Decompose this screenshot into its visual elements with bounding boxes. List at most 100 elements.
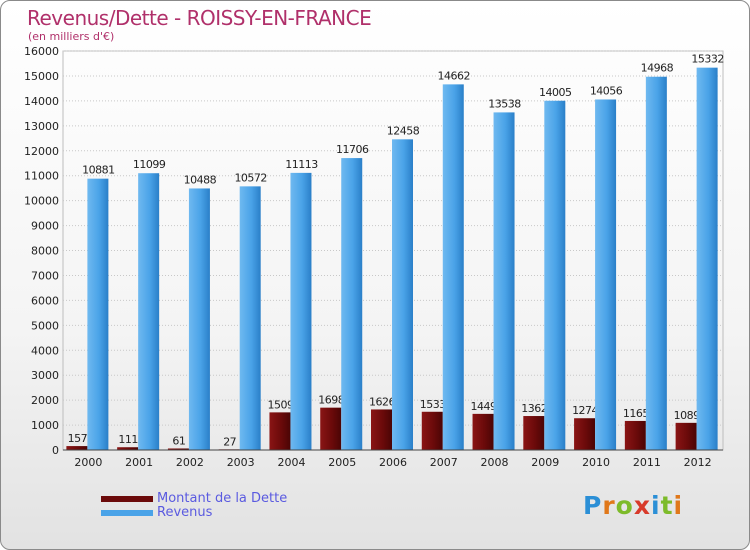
logo-letter: P	[583, 491, 603, 520]
x-tick-label: 2001	[125, 456, 153, 469]
bar-revenus	[341, 158, 363, 451]
bar-revenus	[87, 178, 109, 450]
x-tick-label: 2002	[176, 456, 204, 469]
x-tick-label: 2011	[633, 456, 661, 469]
bar-dette	[269, 412, 291, 450]
bar-revenus	[595, 99, 617, 450]
x-tick-label: 2005	[328, 456, 356, 469]
y-tick-label: 2000	[31, 394, 59, 407]
page-title: Revenus/Dette - ROISSY-EN-FRANCE	[27, 6, 372, 30]
bar-dette	[624, 420, 646, 450]
legend-swatch-dette	[101, 495, 153, 502]
bar-revenus	[696, 67, 718, 450]
data-label-dette: 1165	[623, 407, 649, 420]
y-tick-label: 4000	[31, 344, 59, 357]
proxiti-logo: Proxiti	[583, 491, 683, 520]
x-tick-label: 2004	[277, 456, 305, 469]
bar-dette	[574, 418, 596, 450]
data-label-dette: 111	[118, 433, 138, 446]
bar-dette	[117, 447, 139, 450]
y-tick-label: 7000	[31, 269, 59, 282]
chart-bars: 157 10881 111 11099 61 10488 27 10572 1509 11113 1…	[66, 53, 724, 451]
chart-subtitle: (en milliers d'€)	[28, 30, 115, 43]
logo-letter: i	[651, 491, 661, 520]
data-label-dette: 1362	[521, 402, 547, 415]
data-label-dette: 1509	[267, 398, 293, 411]
x-tick-label: 2009	[531, 456, 559, 469]
y-tick-label: 16000	[24, 45, 59, 58]
data-label-revenus: 14056	[590, 84, 623, 97]
y-tick-label: 15000	[24, 70, 59, 83]
legend-item-revenus: Revenus	[101, 505, 212, 520]
y-tick-label: 14000	[24, 95, 59, 108]
bar-revenus	[239, 186, 261, 450]
bar-revenus	[442, 84, 464, 450]
logo-letter: x	[633, 491, 651, 520]
x-tick-label: 2000	[74, 456, 102, 469]
data-label-revenus: 10881	[82, 164, 115, 177]
bar-revenus	[645, 76, 667, 450]
data-label-revenus: 11113	[285, 158, 318, 171]
data-label-dette: 27	[223, 435, 236, 448]
x-tick-label: 2003	[227, 456, 255, 469]
y-tick-label: 5000	[31, 319, 59, 332]
x-tick-label: 2008	[481, 456, 509, 469]
data-label-revenus: 11706	[336, 143, 369, 156]
y-tick-label: 12000	[24, 145, 59, 158]
bar-revenus	[138, 173, 160, 450]
data-label-dette: 1274	[572, 404, 598, 417]
data-label-dette: 1089	[674, 409, 700, 422]
y-tick-label: 0	[52, 444, 59, 457]
legend-label-dette: Montant de la Dette	[157, 491, 288, 506]
bar-dette	[371, 409, 392, 450]
data-label-revenus: 10488	[184, 173, 217, 186]
bar-revenus	[188, 188, 210, 450]
data-label-revenus: 11099	[133, 158, 166, 171]
legend-item-dette: Montant de la Dette	[101, 491, 287, 506]
y-tick-label: 6000	[31, 294, 59, 307]
data-label-revenus: 14968	[641, 62, 674, 75]
data-label-revenus: 14005	[539, 86, 572, 99]
y-tick-label: 8000	[31, 245, 59, 258]
data-label-revenus: 13538	[488, 97, 521, 110]
bar-dette	[167, 448, 189, 450]
y-tick-label: 9000	[31, 220, 59, 233]
y-tick-label: 1000	[31, 419, 59, 432]
logo-letter: o	[615, 491, 634, 520]
data-label-dette: 1626	[369, 395, 395, 408]
legend-label-revenus: Revenus	[157, 505, 213, 520]
bar-revenus	[544, 100, 566, 451]
data-label-dette: 1533	[420, 398, 446, 411]
data-label-revenus: 15332	[691, 53, 724, 66]
bar-dette	[320, 407, 342, 450]
data-label-dette: 1698	[318, 394, 344, 407]
data-label-dette: 1449	[471, 400, 497, 413]
x-axis: 2000 2001 2002 2003 2004 2005 2006 2007 2008 2009…	[63, 449, 723, 469]
x-tick-label: 2007	[430, 456, 458, 469]
data-label-dette: 61	[172, 434, 185, 447]
legend-swatch-revenus	[101, 509, 153, 516]
x-tick-label: 2010	[582, 456, 610, 469]
bar-dette	[675, 422, 697, 450]
data-label-revenus: 10572	[234, 171, 267, 184]
bar-dette	[66, 446, 88, 450]
data-label-dette: 157	[68, 432, 88, 445]
y-tick-label: 10000	[24, 195, 59, 208]
bar-dette	[472, 413, 494, 450]
logo-letter: i	[673, 491, 684, 520]
logo-letter: t	[660, 491, 674, 520]
x-tick-label: 2012	[684, 456, 712, 469]
y-axis: 0 1000 2000 3000 4000 5000 6000 7000 8000 9000 100…	[24, 45, 59, 457]
y-tick-label: 3000	[31, 369, 59, 382]
data-label-revenus: 14662	[438, 69, 471, 82]
bar-revenus	[493, 112, 515, 451]
y-tick-label: 13000	[24, 120, 59, 133]
y-tick-label: 11000	[24, 170, 59, 183]
bar-revenus	[290, 172, 312, 450]
bar-revenus	[392, 139, 413, 451]
logo-letter: r	[602, 491, 616, 520]
bar-dette	[421, 411, 443, 450]
data-label-revenus: 12458	[387, 124, 420, 137]
